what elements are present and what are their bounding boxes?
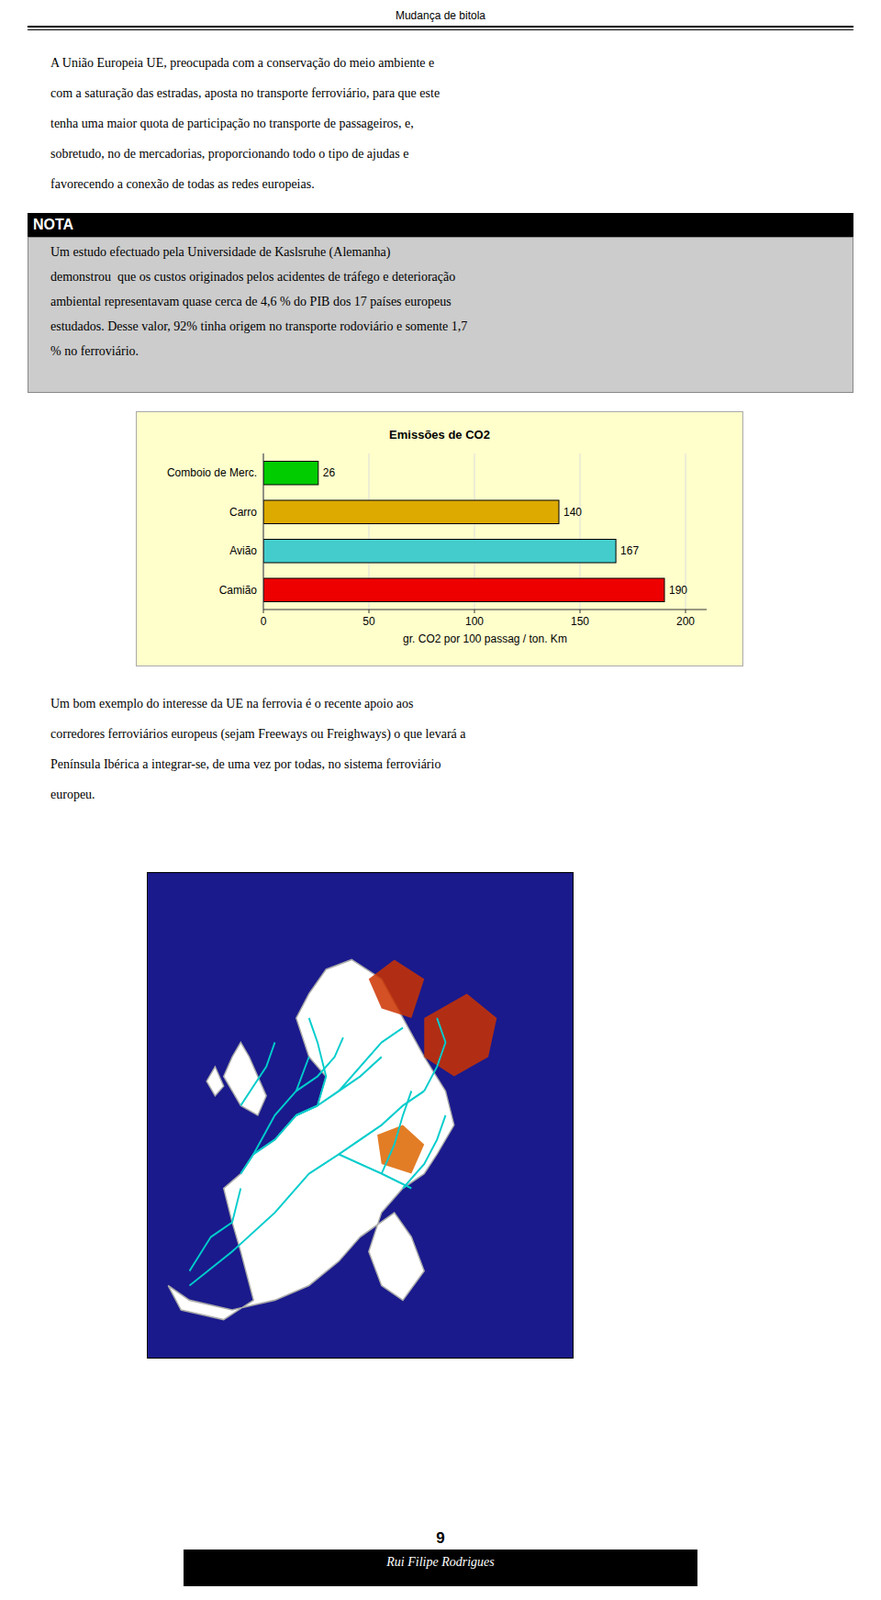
bar [263, 539, 616, 564]
map-region [423, 993, 497, 1077]
paragraph-line: corredores ferroviários europeus (sejam … [50, 725, 467, 743]
category-label: Carro [229, 505, 257, 519]
note-line: demonstrou que os custos originados pelo… [50, 268, 456, 286]
y-axis-line [263, 453, 265, 610]
paragraph-line: Um bom exemplo do interesse da UE na fer… [50, 695, 413, 713]
map-railway [240, 1104, 318, 1173]
map-railway [309, 1017, 327, 1105]
bar [263, 578, 665, 603]
paragraph-line: tenha uma maior quota de participação no… [50, 115, 414, 133]
footer-name: Rui Filipe Rodrigues [183, 1553, 698, 1571]
x-axis-label: gr. CO2 por 100 passag / ton. Km [402, 632, 568, 646]
page-number: 9 [0, 1528, 881, 1548]
paragraph-line: A União Europeia UE, preocupada com a co… [50, 55, 435, 72]
x-tick [579, 609, 581, 614]
paragraph-line: com a saturação das estradas, aposta no … [50, 85, 440, 102]
map-railway [296, 1037, 344, 1091]
x-tick-label: 50 [362, 614, 376, 628]
note-line: estudados. Desse valor, 92% tinha origem… [50, 318, 468, 335]
x-tick-label: 100 [465, 614, 484, 628]
bar [263, 500, 559, 525]
note-header-bar [27, 212, 854, 237]
map-group [146, 871, 574, 1359]
category-label: Camião [219, 583, 258, 597]
x-tick-label: 0 [260, 614, 268, 628]
map-railway [381, 1091, 413, 1174]
x-axis-line [263, 609, 707, 611]
map-land [223, 1042, 268, 1116]
map-region [368, 959, 424, 1018]
header-rule [27, 29, 854, 31]
map-railway [189, 1153, 413, 1285]
chart-background [136, 412, 744, 667]
note-line: Um estudo efectuado pela Universidade de… [50, 244, 391, 261]
x-tick-label: 200 [676, 614, 695, 628]
data-label: 190 [669, 583, 688, 597]
paragraph-line: favorecendo a conexão de todas as redes … [50, 176, 315, 193]
grid-line [263, 453, 265, 610]
note-line: ambiental representavam quase cerca de 4… [50, 293, 452, 311]
x-tick [685, 609, 687, 614]
map-land [167, 959, 455, 1319]
x-tick [263, 609, 265, 614]
data-label: 140 [563, 505, 582, 519]
page-title: Mudança de bitola [0, 9, 881, 23]
x-tick [474, 609, 476, 614]
x-tick-label: 150 [570, 614, 590, 628]
map-ocean [146, 871, 574, 1359]
bars [263, 461, 665, 603]
map-railway [402, 1115, 447, 1189]
data-label: 167 [620, 544, 639, 558]
map-railway [338, 1091, 424, 1155]
map-railway [338, 1027, 403, 1092]
chart: Emissões de CO2 0 50 100 150 200 26 Comboio de … [135, 411, 744, 667]
category-label: Avião [229, 544, 257, 558]
map-railway [240, 1042, 275, 1106]
page: Mudança de bitola A União Europeia UE, pr… [0, 0, 881, 1600]
note-body [27, 236, 854, 393]
paragraph-line: sobretudo, no de mercadorias, proporcion… [50, 145, 409, 163]
note-header: NOTA [33, 215, 74, 235]
paragraph-line: Península Ibérica a integrar-se, de uma … [50, 756, 441, 773]
header-rule [27, 25, 854, 28]
category-label: Comboio de Merc. [167, 466, 257, 480]
map-railway [253, 1056, 309, 1154]
map-illustration [146, 871, 574, 1359]
data-label: 26 [323, 466, 336, 480]
map-railway [423, 1017, 446, 1092]
note-line: % no ferroviário. [50, 343, 139, 360]
bar [263, 461, 319, 486]
map-railway [189, 1188, 242, 1272]
paragraph-line: europeu. [50, 786, 96, 803]
map-railway [296, 1056, 382, 1116]
x-tick [368, 609, 370, 614]
map-land [206, 1066, 224, 1096]
chart-title: Emissões de CO2 [389, 427, 491, 442]
map-border [146, 871, 574, 1359]
